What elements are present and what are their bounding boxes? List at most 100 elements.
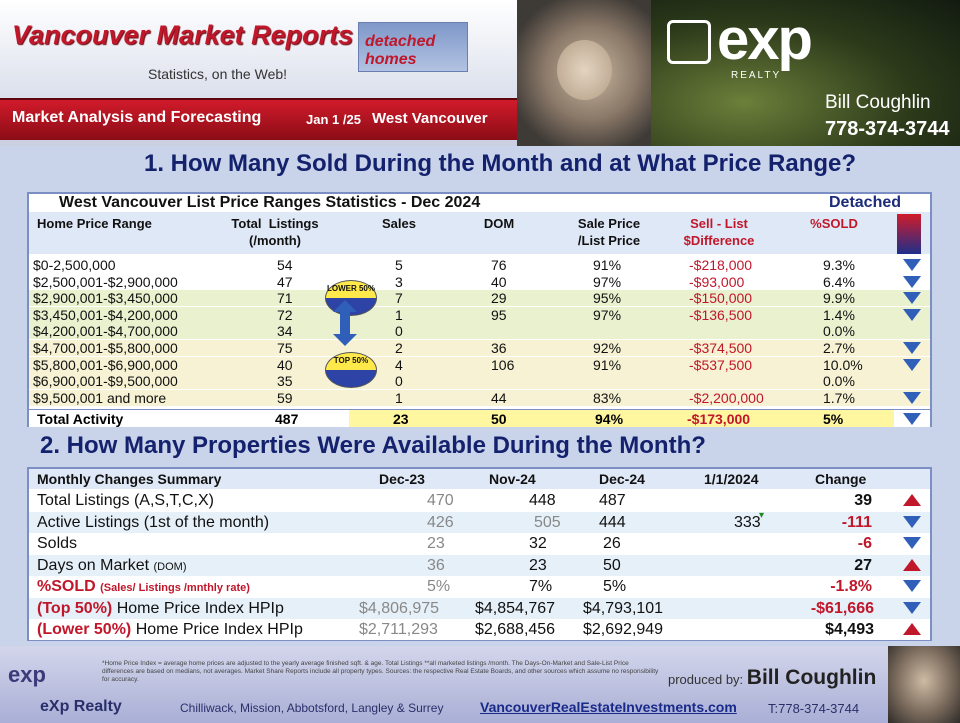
table1-title: West Vancouver List Price Ranges Statist… <box>59 194 481 211</box>
row-nov24: 32 <box>529 535 547 552</box>
table1-row: $4,700,001-$5,800,000 75 2 36 92% -$374,500 2.… <box>29 340 930 356</box>
total-arrow-down-icon <box>903 413 921 425</box>
double-arrow-icon <box>333 300 357 346</box>
arrow-down-icon <box>903 537 921 549</box>
table1-row: $5,800,001-$6,900,000 40 4 106 91% -$537,500 1… <box>29 356 930 373</box>
table2-row: Days on Market (DOM) 36 23 50 27 <box>29 554 930 576</box>
row-diff: -$218,000 <box>689 257 753 273</box>
arrow-down-icon <box>903 292 921 305</box>
row-listings: 35 <box>277 373 293 390</box>
row-nov24: 23 <box>529 556 547 574</box>
row-diff: -$374,500 <box>689 340 753 356</box>
cell-comment-icon: ▾ <box>759 509 765 521</box>
row-dec23: 470 <box>427 492 454 509</box>
row-nov24: 448 <box>529 492 556 509</box>
brand-subtitle: Statistics, on the Web! <box>148 66 288 82</box>
table2-header: Monthly Changes Summary Dec-23 Nov-24 De… <box>29 469 930 489</box>
section-bar <box>0 98 517 140</box>
row-dec23: 5% <box>427 578 451 595</box>
table1-row: $9,500,001 and more 59 1 44 83% -$2,200,000 1.… <box>29 389 930 406</box>
row-range: $6,900,001-$9,500,000 <box>33 373 178 390</box>
row-dec24: 444 <box>599 513 626 531</box>
arrow-down-icon <box>903 601 921 614</box>
row-dec24: 487 <box>599 492 626 509</box>
row-label: Total Listings (A,S,T,C,X) <box>37 492 214 509</box>
arrow-down-icon <box>903 515 921 528</box>
row-label: Active Listings (1st of the month) <box>37 513 270 531</box>
brand-title: Vancouver Market Reports <box>12 20 354 50</box>
col-ratio: Sale Price /List Price <box>577 216 641 248</box>
table1-row: $2,900,001-$3,450,000 71 7 29 95% -$150,000 9.… <box>29 290 930 307</box>
total-ratio: 94% <box>595 411 624 427</box>
row-sales: 1 <box>395 389 403 406</box>
row-sold: 0.0% <box>823 323 855 340</box>
row-dec24: 26 <box>603 535 621 552</box>
row-sold: 9.3% <box>823 257 855 273</box>
row-sales: 7 <box>395 290 403 307</box>
price-range-table: West Vancouver List Price Ranges Statist… <box>27 192 932 427</box>
producer-name: Bill Coughlin <box>746 666 877 689</box>
row-label: (Lower 50%) Home Price Index HPIp <box>37 621 303 638</box>
total-label: Total Activity <box>37 411 124 427</box>
row-ratio: 83% <box>593 389 622 406</box>
row-dec24: 50 <box>603 556 621 574</box>
row-sold: 2.7% <box>823 340 855 356</box>
row-label: Solds <box>37 535 78 552</box>
arrow-down-icon <box>903 308 921 321</box>
question-2: 2. How Many Properties Were Available Du… <box>40 432 706 459</box>
header-banner: Vancouver Market Reports Statistics, on … <box>0 0 517 146</box>
col-sold: %SOLD <box>810 216 858 231</box>
monthly-changes-table: Monthly Changes Summary Dec-23 Nov-24 De… <box>27 467 932 641</box>
face-shape <box>557 40 612 100</box>
row-label: (Top 50%) Home Price Index HPIp <box>37 599 284 617</box>
total-sales: 23 <box>393 411 409 427</box>
website-link[interactable]: VancouverRealEstateInvestments.com <box>480 699 737 715</box>
row-ratio: 95% <box>593 290 622 307</box>
row-sales: 4 <box>395 356 403 373</box>
row-dec23: 36 <box>427 556 445 574</box>
house-icon <box>667 20 711 64</box>
table2-row: %SOLD (Sales/ Listings /mnthly rate) 5% 7%… <box>29 576 930 597</box>
firm-name: eXp Realty <box>40 698 122 715</box>
row-listings: 40 <box>277 356 293 373</box>
row-diff: -$150,000 <box>689 290 753 307</box>
row-nov24: $2,688,456 <box>475 621 556 638</box>
row-dom: 36 <box>491 340 507 356</box>
row-sold: 0.0% <box>823 373 855 390</box>
agent-photo <box>517 0 651 146</box>
table2-row: Total Listings (A,S,T,C,X) 470 448 487 39 <box>29 490 930 511</box>
arrow-down-icon <box>903 391 921 404</box>
row-sold: 6.4% <box>823 273 855 290</box>
row-dec23: 23 <box>427 535 445 552</box>
table1-row: $4,200,001-$4,700,000 34 0 0.0% <box>29 323 930 340</box>
row-ratio: 97% <box>593 306 622 323</box>
row-dec24: $4,793,101 <box>583 599 664 617</box>
row-sold: 10.0% <box>823 356 863 373</box>
row-sales: 3 <box>395 273 403 290</box>
row-dec24: $2,692,949 <box>583 621 664 638</box>
row-sold: 9.9% <box>823 290 855 307</box>
firm-phone: T:778-374-3744 <box>768 701 860 716</box>
row-listings: 71 <box>277 290 293 307</box>
total-highlight <box>349 410 894 427</box>
row-listings: 75 <box>277 340 293 356</box>
detached-homes-badge: detached homes <box>358 22 468 72</box>
report-date: Jan 1 /25 <box>306 112 361 127</box>
row-sales: 5 <box>395 257 403 273</box>
row-listings: 72 <box>277 306 293 323</box>
footer: exp *Home Price Index = average home pri… <box>0 646 960 723</box>
row-dom: 29 <box>491 290 507 307</box>
badge-label: detached homes <box>365 33 436 68</box>
row-ratio: 91% <box>593 356 622 373</box>
footer-disclaimer: *Home Price Index = average home prices … <box>102 660 659 683</box>
table1-row: $0-2,500,000 54 5 76 91% -$218,000 9.3% <box>29 257 930 273</box>
row-dec23: 426 <box>427 513 454 531</box>
table2-row: (Lower 50%) Home Price Index HPIp $2,711,… <box>29 619 930 640</box>
row-range: $3,450,001-$4,200,000 <box>33 306 178 323</box>
row-listings: 47 <box>277 273 293 290</box>
row-jan24: 333 <box>734 513 761 531</box>
arrow-down-icon <box>903 358 921 371</box>
producer-photo <box>888 646 960 723</box>
section-label: Market Analysis and Forecasting <box>12 109 262 126</box>
row-listings: 54 <box>277 257 293 273</box>
